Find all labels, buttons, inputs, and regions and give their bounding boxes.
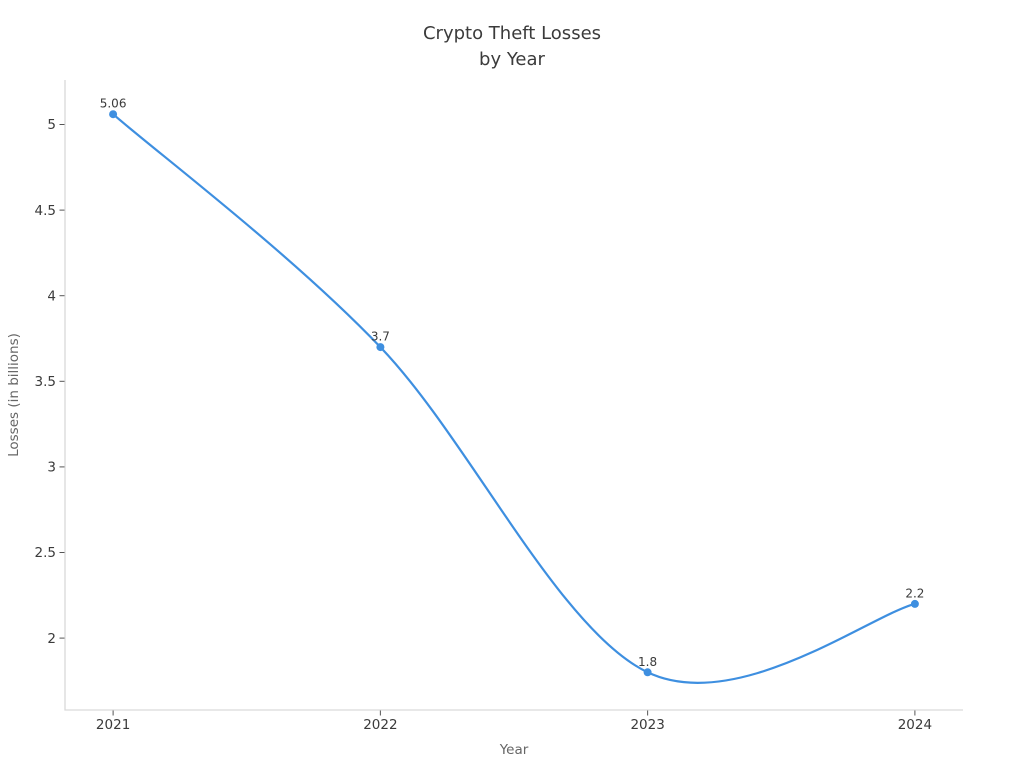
data-point-label: 1.8 <box>638 655 657 669</box>
chart-title-line-2: by Year <box>479 49 545 70</box>
y-tick-label: 5 <box>47 117 56 133</box>
x-axis-title: Year <box>499 742 529 758</box>
axis-lines <box>64 80 963 711</box>
x-tick-label: 2024 <box>898 717 932 733</box>
data-point-label: 5.06 <box>100 97 127 111</box>
y-tick-label: 4 <box>47 288 56 304</box>
x-tick-label: 2023 <box>630 717 664 733</box>
series-line <box>112 113 916 684</box>
data-point-marker <box>643 668 652 677</box>
data-point-marker <box>910 599 919 608</box>
y-axis-title: Losses (in billions) <box>6 333 22 457</box>
data-point-marker <box>109 110 118 119</box>
y-tick-label: 3 <box>47 460 56 476</box>
x-tick-label: 2021 <box>96 717 130 733</box>
y-tick-label: 3.5 <box>35 374 56 390</box>
data-point-label: 3.7 <box>371 330 390 344</box>
data-point-marker <box>376 343 385 352</box>
y-tick-label: 2 <box>47 631 56 647</box>
x-tick-label: 2022 <box>363 717 397 733</box>
chart-title-line-1: Crypto Theft Losses <box>422 23 602 44</box>
data-point-label: 2.2 <box>905 586 924 600</box>
chart-title: Crypto Theft Losses by Year <box>0 21 1024 73</box>
y-tick-label: 2.5 <box>35 545 56 561</box>
y-tick-label: 4.5 <box>35 203 56 219</box>
